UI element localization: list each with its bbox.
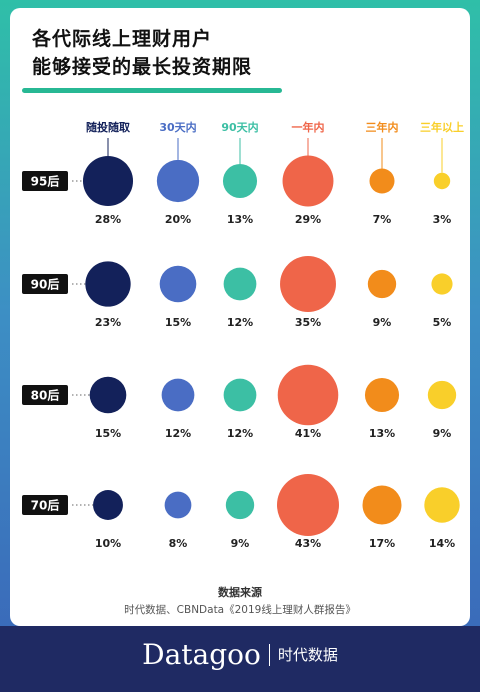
bubble (222, 163, 258, 199)
source-text: 时代数据、CBNData《2019线上理财人群报告》 (124, 604, 356, 616)
value-label: 29% (295, 213, 321, 226)
bubble (431, 273, 453, 295)
brand-name-cn: 时代数据 (277, 646, 338, 664)
bubble (156, 159, 200, 203)
value-label: 5% (433, 316, 452, 329)
column-header: 三年以上 (420, 120, 464, 134)
value-label: 8% (169, 537, 188, 550)
value-label: 15% (95, 427, 121, 440)
bubble (362, 485, 402, 525)
value-label: 12% (227, 316, 253, 329)
column-header: 随投随取 (86, 120, 130, 134)
source-heading: 数据来源 (218, 586, 262, 599)
chart-title-line1: 各代际线上理财用户 (32, 28, 213, 50)
brand-name: Datagoo (142, 638, 261, 671)
value-label: 9% (373, 316, 392, 329)
bubble (89, 376, 127, 414)
value-label: 3% (433, 213, 452, 226)
value-label: 12% (165, 427, 191, 440)
value-label: 23% (95, 316, 121, 329)
bubble (82, 155, 134, 207)
value-label: 14% (429, 537, 455, 550)
row-label: 90后 (31, 277, 60, 292)
value-label: 13% (369, 427, 395, 440)
bubble (424, 487, 460, 523)
column-header: 30天内 (159, 120, 196, 134)
bubble (93, 490, 123, 520)
bubble (85, 261, 131, 307)
value-label: 7% (373, 213, 392, 226)
bubble (433, 172, 451, 190)
value-label: 13% (227, 213, 253, 226)
row-label: 95后 (31, 174, 60, 189)
row-label-badge (22, 274, 68, 294)
bubble (277, 364, 339, 426)
value-label: 12% (227, 427, 253, 440)
chart-title-line2: 能够接受的最长投资期限 (32, 56, 253, 78)
value-label: 43% (295, 537, 321, 550)
value-label: 15% (165, 316, 191, 329)
bubble (223, 378, 257, 412)
value-label: 41% (295, 427, 321, 440)
brand-divider (268, 643, 270, 666)
bubble (161, 378, 195, 412)
bubble (427, 380, 457, 410)
bubble (369, 168, 395, 194)
value-label: 35% (295, 316, 321, 329)
row-label: 70后 (31, 498, 60, 513)
bubble (277, 474, 339, 536)
bubble (159, 265, 197, 303)
chart-card: 各代际线上理财用户 能够接受的最长投资期限 随投随取 30天内 90天内 一年内 三年内… (10, 8, 470, 626)
bubble (164, 491, 192, 519)
column-header: 一年内 (292, 120, 325, 134)
bubble (364, 377, 400, 413)
bubble-chart: 随投随取 30天内 90天内 一年内 三年内 三年以上 95后 28% 20% 13% 29% 7% 3… (22, 120, 464, 550)
value-label: 28% (95, 213, 121, 226)
column-header: 三年内 (366, 120, 399, 134)
value-label: 20% (165, 213, 191, 226)
brand-logo: Datagoo 时代数据 (0, 638, 480, 671)
value-label: 9% (231, 537, 250, 550)
value-label: 17% (369, 537, 395, 550)
row-label-badge (22, 385, 68, 405)
row-label-badge (22, 171, 68, 191)
value-label: 9% (433, 427, 452, 440)
value-label: 10% (95, 537, 121, 550)
footer-bar: Datagoo 时代数据 (0, 626, 480, 692)
bubble (225, 490, 255, 520)
column-header: 90天内 (221, 120, 258, 134)
bubble (280, 256, 336, 312)
row-label-badge (22, 495, 68, 515)
title-underline (22, 88, 282, 93)
bubble (223, 267, 257, 301)
bubble (282, 155, 334, 207)
row-label: 80后 (31, 388, 60, 403)
bubble (367, 269, 397, 299)
